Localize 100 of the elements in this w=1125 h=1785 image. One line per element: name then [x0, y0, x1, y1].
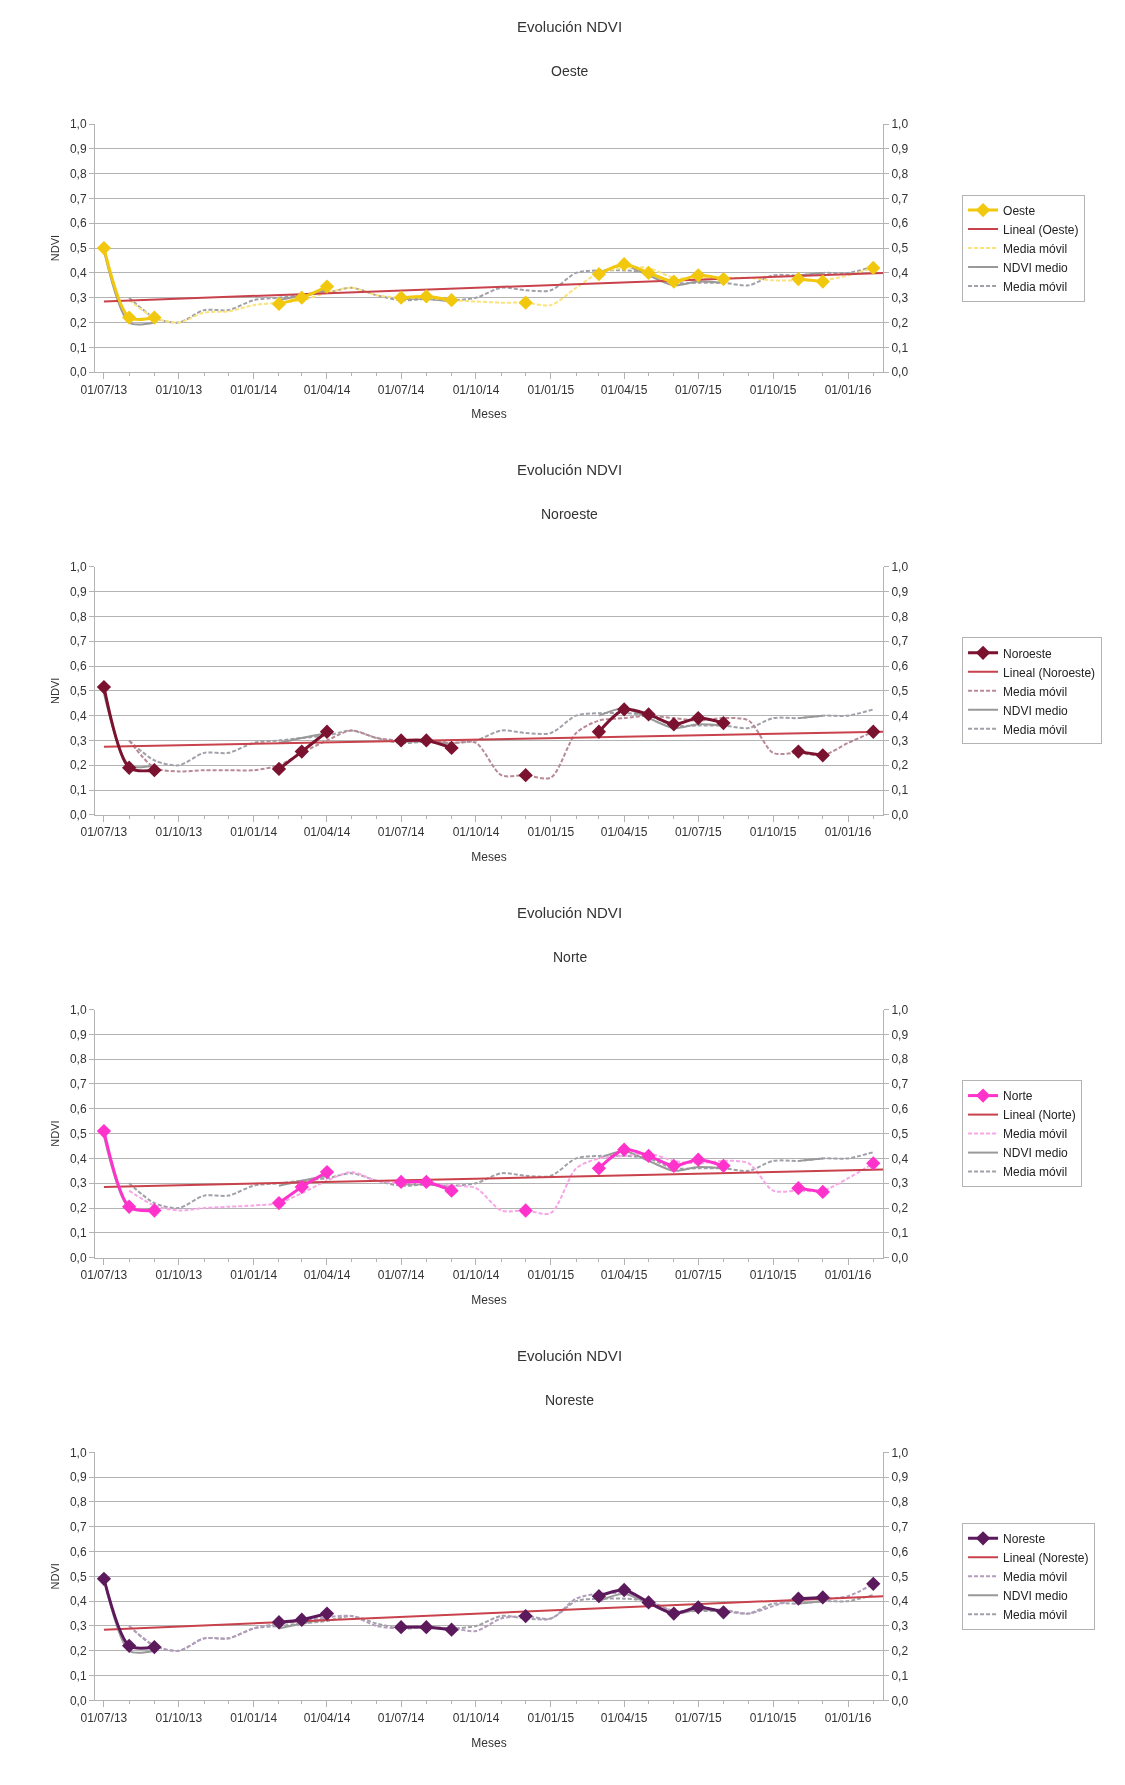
x-tick-label: 01/01/16: [824, 1268, 872, 1283]
legend-label: Oeste: [1003, 203, 1036, 218]
y2-tick-label: 0,5: [891, 241, 909, 256]
y-tick-label: 0,2: [69, 1201, 87, 1216]
x-tick-label: 01/01/14: [230, 825, 278, 840]
y-tick-label: 0,6: [69, 216, 87, 231]
x-tick-label: 01/01/15: [527, 1710, 575, 1725]
x-tick-label: 01/01/15: [527, 382, 575, 397]
chart-subtitle: Oeste: [551, 63, 589, 79]
y2-tick-label: 0,7: [891, 191, 909, 206]
y-tick-label: 0,5: [69, 684, 87, 699]
y-axis-title: NDVI: [48, 1563, 61, 1590]
x-axis-title: Meses: [471, 1292, 507, 1307]
y-tick-label: 0,7: [69, 634, 87, 649]
x-tick-label: 01/01/14: [230, 1268, 278, 1283]
chart-title: Evolución NDVI: [517, 904, 623, 921]
y2-tick-label: 0,1: [891, 1668, 909, 1683]
y-tick-label: 0,6: [69, 1101, 87, 1116]
x-tick-label: 01/04/14: [303, 1268, 351, 1283]
y-tick-label: 0,7: [69, 1077, 87, 1092]
x-tick-label: 01/01/16: [824, 1710, 872, 1725]
y2-tick-label: 0,9: [891, 584, 909, 599]
y-axis-title: NDVI: [48, 234, 61, 262]
legend-label: Media móvil: [1003, 722, 1068, 737]
x-tick-label: 01/07/13: [80, 825, 128, 840]
y-tick-label: 0,3: [69, 1176, 87, 1191]
y-tick-label: 0,1: [69, 783, 87, 798]
y2-tick-label: 0,1: [891, 783, 909, 798]
y2-tick-label: 0,6: [891, 216, 909, 231]
legend-label: NDVI medio: [1003, 260, 1069, 275]
y-tick-label: 0,0: [69, 365, 87, 380]
x-tick-label: 01/07/15: [674, 382, 722, 397]
y2-tick-label: 0,4: [891, 708, 909, 723]
y2-tick-label: 0,3: [891, 1619, 909, 1634]
x-tick-label: 01/01/14: [230, 382, 278, 397]
y2-tick-label: 1,0: [891, 1445, 909, 1460]
y-tick-label: 0,5: [69, 1126, 87, 1141]
y-tick-label: 0,2: [69, 1643, 87, 1658]
x-tick-label: 01/10/14: [452, 825, 500, 840]
y2-tick-label: 0,1: [891, 340, 909, 355]
legend-label: Media móvil: [1003, 241, 1068, 256]
y-axis-title: NDVI: [48, 1120, 61, 1147]
x-tick-label: 01/04/14: [303, 382, 351, 397]
y2-tick-label: 0,8: [891, 1052, 909, 1067]
x-tick-label: 01/10/13: [155, 382, 203, 397]
x-axis-title: Meses: [471, 1735, 507, 1750]
y2-tick-label: 0,3: [891, 733, 909, 748]
y-tick-label: 0,8: [69, 1052, 87, 1067]
x-tick-label: 01/04/15: [600, 825, 648, 840]
y2-tick-label: 0,9: [891, 1027, 909, 1042]
y2-tick-label: 0,5: [891, 1126, 909, 1141]
legend-label: Media móvil: [1003, 1608, 1068, 1623]
y2-tick-label: 0,0: [891, 1250, 909, 1265]
y-tick-label: 0,7: [69, 1519, 87, 1534]
y-tick-label: 0,0: [69, 1693, 87, 1708]
legend-label: Noreste: [1003, 1532, 1046, 1547]
y-tick-label: 0,0: [69, 808, 87, 823]
y2-tick-label: 0,1: [891, 1226, 909, 1241]
y-tick-label: 0,5: [69, 241, 87, 256]
x-tick-label: 01/07/14: [377, 1710, 425, 1725]
y2-tick-label: 1,0: [891, 560, 909, 575]
x-tick-label: 01/07/14: [377, 1268, 425, 1283]
y-tick-label: 0,9: [69, 584, 87, 599]
x-tick-label: 01/07/14: [377, 382, 425, 397]
y-tick-label: 0,3: [69, 733, 87, 748]
x-tick-label: 01/07/15: [674, 825, 722, 840]
y2-tick-label: 0,2: [891, 758, 909, 773]
x-axis-title: Meses: [471, 407, 507, 422]
y2-tick-label: 0,4: [891, 1151, 909, 1166]
y-tick-label: 1,0: [69, 1445, 87, 1460]
y-tick-label: 0,0: [69, 1250, 87, 1265]
x-tick-label: 01/07/13: [80, 1268, 128, 1283]
y-tick-label: 0,1: [69, 340, 87, 355]
y2-tick-label: 0,9: [891, 142, 909, 157]
x-tick-label: 01/10/15: [749, 382, 797, 397]
legend-label: Lineal (Noroeste): [1003, 665, 1096, 680]
y-tick-label: 0,9: [69, 1470, 87, 1485]
y2-tick-label: 0,4: [891, 266, 909, 281]
x-tick-label: 01/10/15: [749, 1268, 797, 1283]
legend-label: Lineal (Norte): [1003, 1108, 1076, 1123]
legend-label: Media móvil: [1003, 279, 1068, 294]
y-tick-label: 0,3: [69, 1619, 87, 1634]
x-tick-label: 01/01/16: [824, 382, 872, 397]
y-tick-label: 0,8: [69, 609, 87, 624]
y-axis-title: NDVI: [48, 677, 61, 704]
x-tick-label: 01/10/14: [452, 382, 500, 397]
chart-subtitle: Noroeste: [541, 506, 599, 522]
y-tick-label: 0,8: [69, 166, 87, 181]
x-tick-label: 01/04/15: [600, 1710, 648, 1725]
y2-tick-label: 0,8: [891, 609, 909, 624]
x-tick-label: 01/07/13: [80, 1710, 128, 1725]
legend-label: Media móvil: [1003, 684, 1068, 699]
x-tick-label: 01/04/14: [303, 1710, 351, 1725]
y2-tick-label: 0,3: [891, 1176, 909, 1191]
y-tick-label: 0,5: [69, 1569, 87, 1584]
y-tick-label: 0,4: [69, 708, 87, 723]
x-tick-label: 01/04/14: [303, 825, 351, 840]
y2-tick-label: 0,6: [891, 1101, 909, 1116]
y2-tick-label: 0,0: [891, 1693, 909, 1708]
legend-label: NDVI medio: [1003, 1589, 1069, 1604]
